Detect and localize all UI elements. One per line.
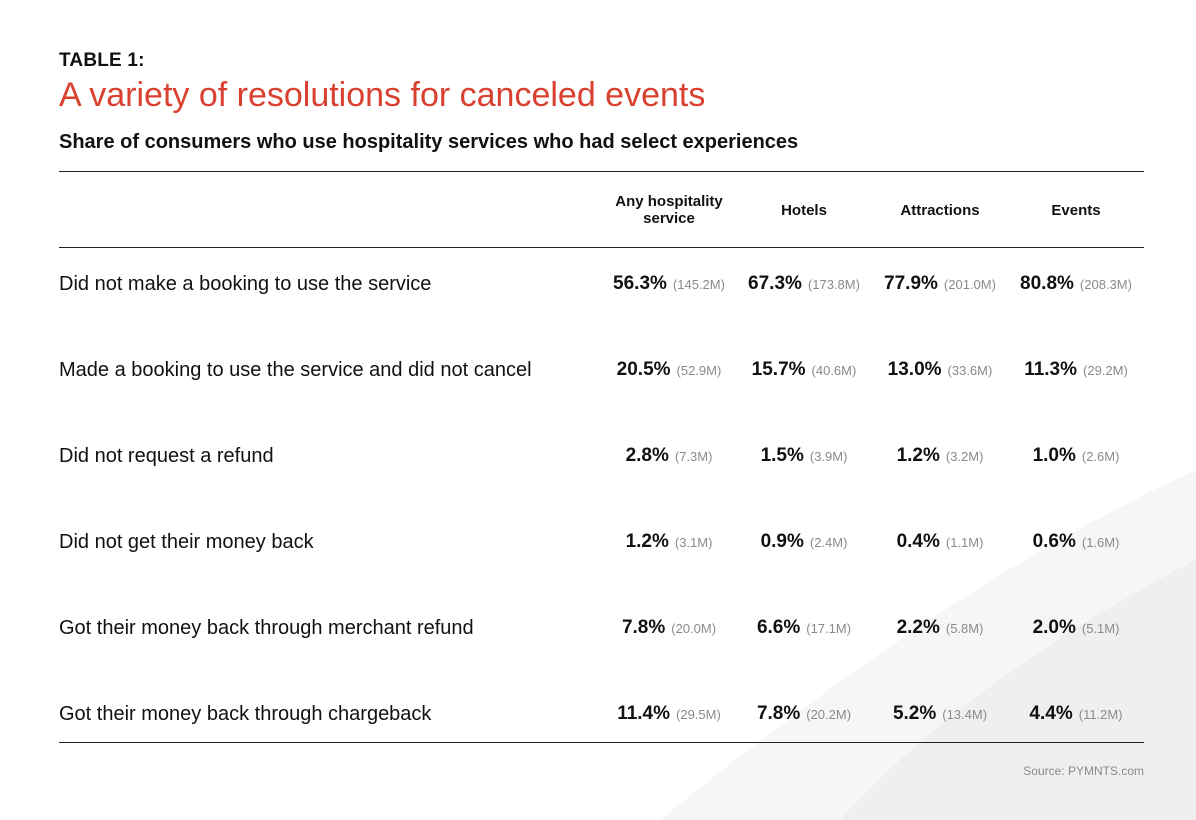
cell-percent: 1.2%: [896, 445, 940, 466]
table-cell: 5.2% (13.4M): [869, 671, 1011, 757]
cell-percent: 5.2%: [892, 703, 937, 724]
column-header: Attractions: [900, 201, 980, 219]
cell-percent: 7.8%: [756, 703, 801, 724]
source-note: Source: PYMNTS.com: [1023, 764, 1144, 778]
cell-count: (1.6M): [1081, 534, 1120, 550]
table-subtitle: Share of consumers who use hospitality s…: [59, 131, 799, 153]
cell-count: (5.8M): [945, 620, 984, 636]
row-label: Got their money back through merchant re…: [59, 616, 474, 639]
table-cell: 77.9% (201.0M): [869, 241, 1011, 327]
table-cell: 2.2% (5.8M): [869, 585, 1011, 671]
cell-count: (7.3M): [674, 448, 713, 464]
cell-count: (145.2M): [672, 276, 725, 292]
bottom-rule: [59, 742, 1144, 743]
cell-percent: 15.7%: [751, 359, 806, 380]
table-cell: 0.6% (1.6M): [1011, 499, 1141, 585]
table-row: Got their money back through merchant re…: [59, 585, 1144, 671]
table-cell: 67.3% (173.8M): [739, 241, 869, 327]
cell-percent: 13.0%: [887, 359, 942, 380]
row-label: Made a booking to use the service and di…: [59, 358, 532, 381]
row-label: Did not get their money back: [59, 530, 314, 553]
table-cell: 4.4% (11.2M): [1011, 671, 1141, 757]
cell-count: (3.2M): [945, 448, 984, 464]
cell-count: (2.6M): [1081, 448, 1120, 464]
cell-count: (201.0M): [943, 276, 996, 292]
table-cell: 0.9% (2.4M): [739, 499, 869, 585]
cell-percent: 0.4%: [896, 531, 940, 552]
table-row: Did not get their money back 1.2% (3.1M) 0.…: [59, 499, 1144, 585]
cell-count: (208.3M): [1079, 276, 1132, 292]
cell-count: (3.9M): [809, 448, 848, 464]
cell-percent: 2.0%: [1032, 617, 1076, 638]
table-row: Did not make a booking to use the servic…: [59, 241, 1144, 327]
cell-percent: 77.9%: [884, 273, 938, 294]
cell-percent: 6.6%: [756, 617, 801, 638]
table-cell: 1.2% (3.1M): [599, 499, 739, 585]
cell-percent: 4.4%: [1029, 703, 1073, 724]
table-cell: 1.0% (2.6M): [1011, 413, 1141, 499]
cell-count: (5.1M): [1081, 620, 1120, 636]
table-row: Got their money back through chargeback 1…: [59, 671, 1144, 757]
table-cell: 0.4% (1.1M): [869, 499, 1011, 585]
cell-percent: 1.0%: [1032, 445, 1076, 466]
table-cell: 2.0% (5.1M): [1011, 585, 1141, 671]
row-label: Did not make a booking to use the servic…: [59, 272, 432, 295]
column-header: Any hospitality service: [615, 193, 723, 227]
cell-percent: 56.3%: [613, 273, 667, 294]
cell-percent: 2.8%: [625, 445, 669, 466]
top-rule: [59, 171, 1144, 172]
table-cell: 11.3% (29.2M): [1011, 327, 1141, 413]
column-header: Events: [1051, 201, 1101, 219]
cell-percent: 1.2%: [625, 531, 669, 552]
table-cell: 20.5% (52.9M): [599, 327, 739, 413]
table-cell: 56.3% (145.2M): [599, 241, 739, 327]
row-label: Did not request a refund: [59, 444, 274, 467]
cell-count: (33.6M): [947, 362, 993, 378]
cell-count: (2.4M): [809, 534, 848, 550]
cell-count: (1.1M): [945, 534, 984, 550]
cell-percent: 0.9%: [760, 531, 804, 552]
cell-percent: 80.8%: [1020, 273, 1074, 294]
table-cell: 6.6% (17.1M): [739, 585, 869, 671]
table-header: Any hospitality service Hotels Attractio…: [59, 172, 1144, 248]
cell-count: (20.0M): [671, 620, 717, 636]
table-row: Made a booking to use the service and di…: [59, 327, 1144, 413]
cell-count: (20.2M): [806, 706, 852, 722]
cell-percent: 11.4%: [617, 703, 671, 724]
cell-count: (29.2M): [1083, 362, 1128, 378]
table-cell: 7.8% (20.2M): [739, 671, 869, 757]
table-cell: 15.7% (40.6M): [739, 327, 869, 413]
cell-percent: 67.3%: [748, 273, 802, 294]
table-cell: 13.0% (33.6M): [869, 327, 1011, 413]
table-cell: 80.8% (208.3M): [1011, 241, 1141, 327]
table-cell: 1.2% (3.2M): [869, 413, 1011, 499]
table-title: A variety of resolutions for canceled ev…: [59, 76, 706, 114]
cell-percent: 7.8%: [621, 617, 666, 638]
table-cell: 2.8% (7.3M): [599, 413, 739, 499]
cell-percent: 2.2%: [896, 617, 940, 638]
cell-count: (11.2M): [1078, 706, 1123, 722]
cell-percent: 20.5%: [616, 359, 671, 380]
cell-count: (13.4M): [942, 706, 988, 722]
cell-percent: 0.6%: [1032, 531, 1076, 552]
cell-count: (52.9M): [676, 362, 722, 378]
cell-count: (17.1M): [806, 620, 852, 636]
column-header: Hotels: [781, 201, 827, 219]
cell-count: (173.8M): [807, 276, 860, 292]
cell-percent: 11.3%: [1024, 359, 1078, 380]
table-cell: 11.4% (29.5M): [599, 671, 739, 757]
header-rule: [59, 247, 1144, 248]
row-label: Got their money back through chargeback: [59, 702, 432, 725]
table-cell: 7.8% (20.0M): [599, 585, 739, 671]
table-label: TABLE 1:: [59, 50, 145, 71]
cell-count: (40.6M): [811, 362, 857, 378]
cell-percent: 1.5%: [760, 445, 804, 466]
table-row: Did not request a refund 2.8% (7.3M) 1.5% (3…: [59, 413, 1144, 499]
cell-count: (29.5M): [676, 706, 721, 722]
table-cell: 1.5% (3.9M): [739, 413, 869, 499]
cell-count: (3.1M): [674, 534, 713, 550]
